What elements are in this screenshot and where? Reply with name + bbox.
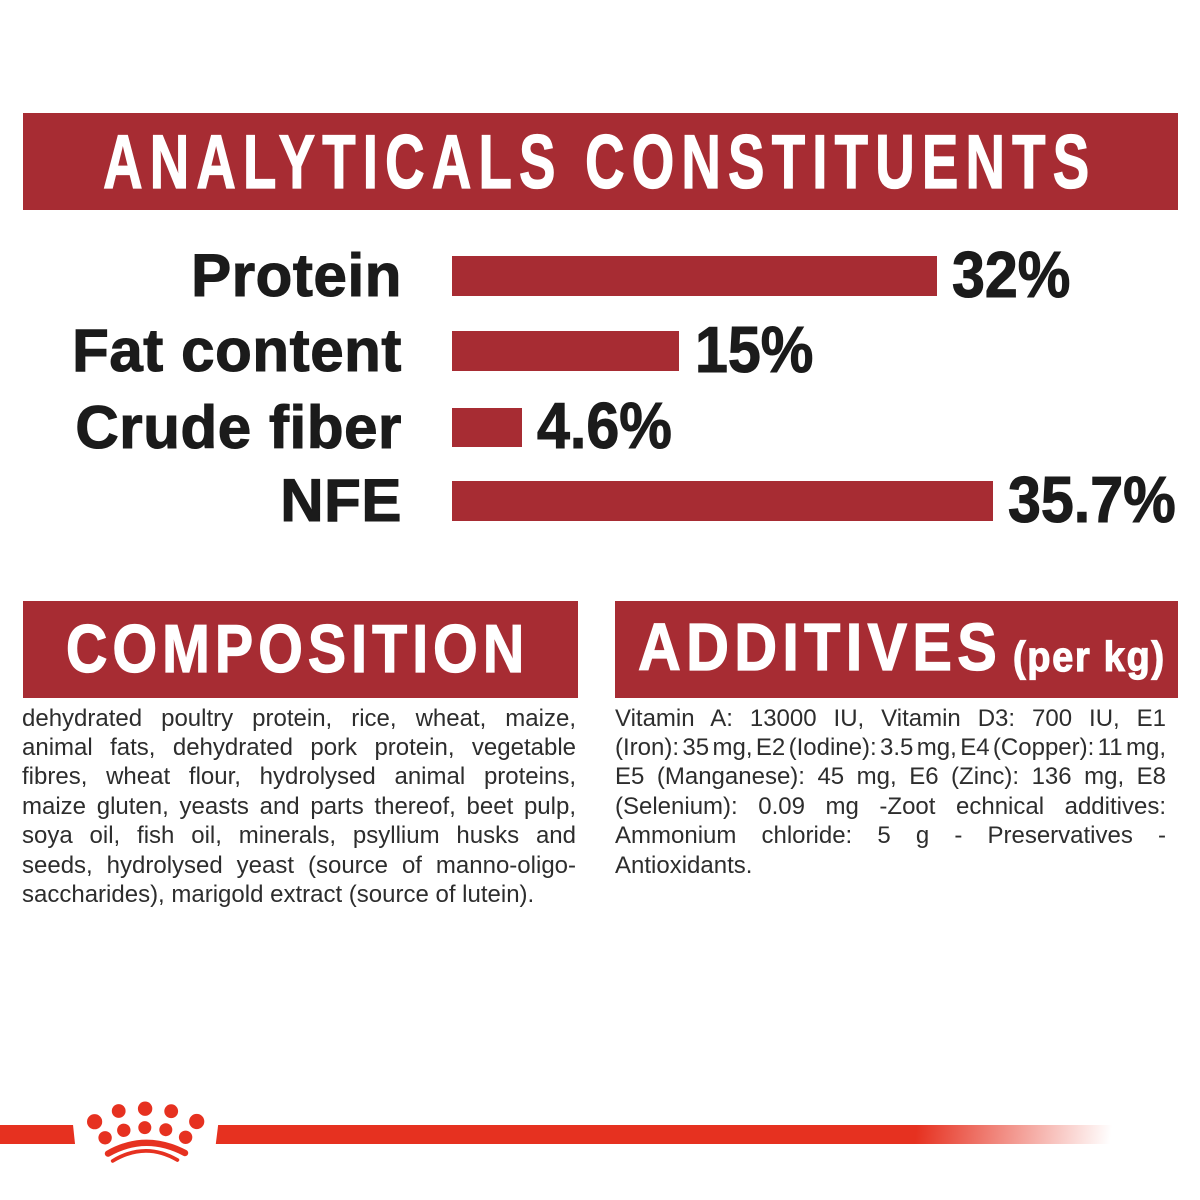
chart-category-label: Crude fiber xyxy=(75,393,402,461)
page-title: ANALYTICALS CONSTITUENTS xyxy=(103,119,1097,205)
composition-line: animal fats, dehydrated pork protein, ve… xyxy=(22,733,576,761)
chart-value-label: 4.6% xyxy=(537,389,673,463)
composition-line: dehydrated poultry protein, rice, wheat,… xyxy=(22,704,576,732)
footer-red-band-right xyxy=(215,1125,1115,1144)
additives-heading-suffix: (per kg) xyxy=(1012,633,1166,681)
additives-line: Vitamin A: 13000 IU, Vitamin D3: 700 IU,… xyxy=(615,704,1166,732)
title-banner: ANALYTICALS CONSTITUENTS xyxy=(22,112,1178,210)
composition-line: maize gluten, yeasts and parts thereof, … xyxy=(22,792,576,820)
chart-bar xyxy=(452,481,993,521)
additives-paragraph: Vitamin A: 13000 IU, Vitamin D3: 700 IU,… xyxy=(615,704,1166,880)
chart-category-label: Fat content xyxy=(72,317,402,384)
additives-heading: ADDITIVES xyxy=(637,609,1002,685)
composition-line: saccharides), marigold extract (source o… xyxy=(22,880,535,908)
footer-red-band-left xyxy=(0,1125,75,1144)
chart-value-label: 32% xyxy=(952,237,1071,311)
chart-bar xyxy=(452,407,522,447)
additives-banner: ADDITIVES (per kg) xyxy=(614,601,1178,698)
additives-line: (Iron): 35 mg, E2 (Iodine): 3.5 mg, E4 (… xyxy=(615,733,1166,761)
chart-bar xyxy=(452,331,680,371)
chart-category-label: Protein xyxy=(191,242,402,309)
chart-value-label: 35.7% xyxy=(1008,462,1177,536)
additives-line: Ammonium chloride: 5 g - Preservatives - xyxy=(615,822,1166,850)
composition-line: fibres, wheat flour, hydrolysed animal p… xyxy=(22,763,576,791)
composition-line: seeds, hydrolysed yeast (source of manno… xyxy=(22,851,576,879)
composition-line: soya oil, fish oil, minerals, psyllium h… xyxy=(22,822,576,850)
royal-canin-crown-logo xyxy=(87,1101,205,1163)
composition-banner: COMPOSITION xyxy=(22,601,578,698)
additives-line: Antioxidants. xyxy=(615,851,753,879)
chart-value-label: 15% xyxy=(694,312,814,386)
composition-paragraph: dehydrated poultry protein, rice, wheat,… xyxy=(22,704,576,910)
additives-line: (Selenium): 0.09 mg -Zoot echnical addit… xyxy=(615,792,1166,820)
chart-category-label: NFE xyxy=(280,467,402,534)
chart-bar xyxy=(452,256,937,296)
additives-line: E5 (Manganese): 45 mg, E6 (Zinc): 136 mg… xyxy=(615,763,1166,791)
composition-heading: COMPOSITION xyxy=(65,610,529,687)
